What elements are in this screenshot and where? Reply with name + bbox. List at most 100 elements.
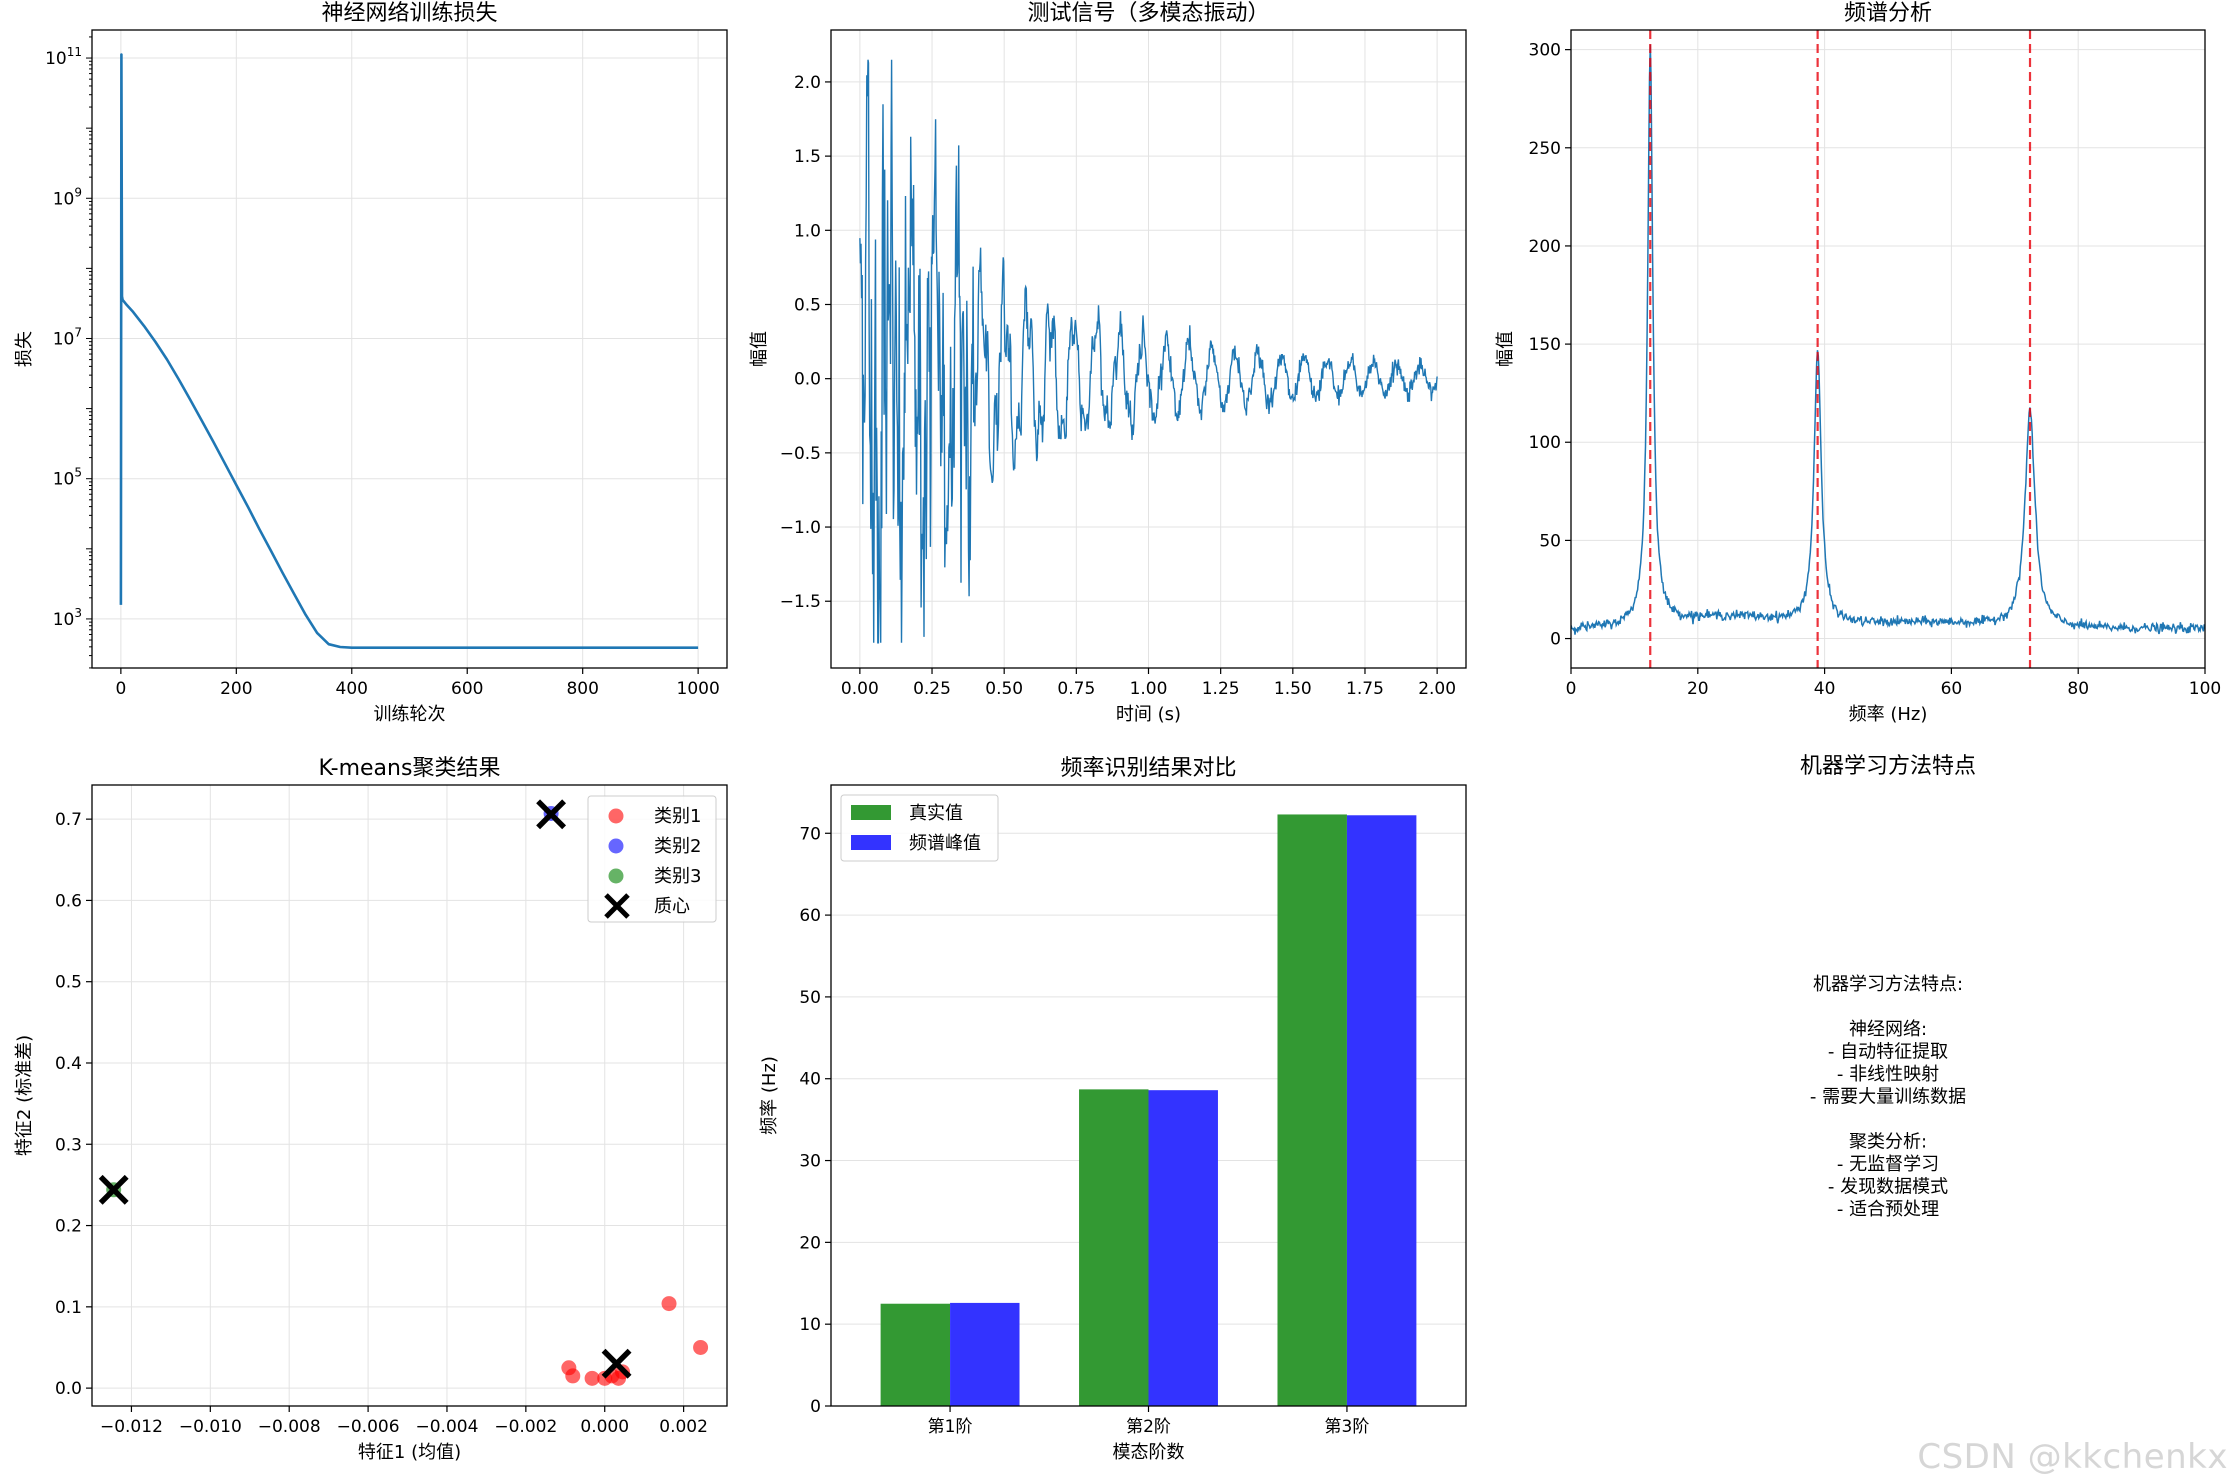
x-tick-label: 2.00 — [1418, 679, 1456, 699]
bar — [1277, 814, 1347, 1406]
y-tick-label: 0 — [1550, 630, 1561, 650]
x-axis-label: 时间 (s) — [1116, 704, 1181, 725]
notes-line: - 发现数据模式 — [1828, 1177, 1948, 1198]
chart-title: 频谱分析 — [1844, 1, 1932, 26]
y-tick-label: 0.3 — [55, 1135, 82, 1155]
x-axis-label: 特征1 (均值) — [358, 1442, 461, 1463]
notes-line: - 自动特征提取 — [1828, 1042, 1948, 1063]
y-tick-label: 1.0 — [794, 221, 821, 241]
y-tick-label: 109 — [53, 185, 82, 209]
centroid-stroke — [98, 1174, 129, 1205]
scatter-area — [98, 799, 709, 1386]
y-tick-label: 10 — [799, 1315, 821, 1335]
y-tick-label: 1011 — [45, 45, 82, 69]
y-tick-label: 0.0 — [794, 370, 821, 390]
legend-swatch — [851, 805, 891, 820]
bar — [1346, 815, 1417, 1406]
y-tick-label: 40 — [799, 1070, 821, 1090]
watermark: CSDN @kkchenkx — [1917, 1437, 2228, 1477]
chart-loss: 0 200 400 600 800 1000 103 105 107 109 1011 神经网络训练损… — [14, 1, 728, 725]
x-tick-label: 0.002 — [659, 1417, 708, 1437]
chart-title: 神经网络训练损失 — [321, 1, 497, 26]
y-tick-label: 107 — [53, 325, 82, 349]
y-tick-label: 70 — [799, 824, 821, 844]
x-tick-label: 600 — [451, 679, 483, 699]
y-tick-label: 100 — [1529, 433, 1561, 453]
x-axis-label: 频率 (Hz) — [1849, 704, 1928, 725]
x-tick-label: 0.000 — [580, 1417, 629, 1437]
x-tick-label: 200 — [220, 679, 252, 699]
y-tick-label: 20 — [799, 1233, 821, 1253]
bar — [1079, 1089, 1149, 1406]
axes-frame — [1570, 29, 2206, 669]
x-tick-label: 1.75 — [1346, 679, 1384, 699]
x-tick-label: −0.008 — [258, 1417, 321, 1437]
y-axis-label: 损失 — [14, 331, 35, 367]
legend-swatch — [608, 808, 624, 824]
spectrum-line — [1571, 44, 2205, 635]
x-tick-label: 1.25 — [1202, 679, 1240, 699]
x-tick-label: 40 — [1814, 679, 1836, 699]
legend-swatch — [851, 835, 891, 850]
x-tick-label: 100 — [2189, 679, 2221, 699]
x-tick-label: −0.002 — [494, 1417, 557, 1437]
x-axis-label: 模态阶数 — [1113, 1442, 1185, 1463]
x-tick-label: −0.006 — [337, 1417, 400, 1437]
y-tick-label: 200 — [1529, 237, 1561, 257]
bar — [880, 1303, 951, 1406]
legend-swatch — [608, 868, 624, 884]
y-tick-label: 60 — [799, 906, 821, 926]
y-tick-label: 250 — [1529, 139, 1561, 159]
y-tick-label: −1.0 — [780, 518, 821, 538]
x-tick-label: 400 — [336, 679, 368, 699]
y-axis-label: 特征2 (标准差) — [14, 1035, 35, 1156]
notes-line: - 需要大量训练数据 — [1810, 1087, 1966, 1108]
legend: 类别1 类别2 类别3 质心 — [587, 795, 717, 923]
legend-swatch — [604, 893, 630, 919]
signal-line — [859, 59, 1438, 644]
x-tick-label: 1.00 — [1130, 679, 1168, 699]
notes-line: - 适合预处理 — [1837, 1199, 1939, 1220]
y-tick-label: 0.5 — [55, 973, 82, 993]
x-tick-label: 20 — [1687, 679, 1709, 699]
y-tick-label: 0.2 — [55, 1217, 82, 1237]
x-tick-label: 0.75 — [1057, 679, 1095, 699]
legend-box — [587, 795, 717, 923]
x-tick-label: −0.004 — [416, 1417, 479, 1437]
x-tick-label: −0.012 — [100, 1417, 163, 1437]
legend-label: 质心 — [654, 896, 690, 917]
axes-frame — [91, 29, 728, 669]
notes-line: 机器学习方法特点: — [1813, 974, 1963, 995]
chart-title: K-means聚类结果 — [319, 756, 501, 781]
y-tick-label: 50 — [799, 988, 821, 1008]
centroid-stroke — [536, 799, 567, 830]
y-tick-label: 2.0 — [794, 73, 821, 93]
chart-kmeans: −0.012 −0.010 −0.008 −0.006 −0.004 −0.002 0.00… — [14, 756, 728, 1463]
y-tick-label: 0.6 — [55, 891, 82, 911]
notes-line: - 无监督学习 — [1837, 1154, 1939, 1175]
bar — [1148, 1090, 1218, 1406]
x-tick-label: 1000 — [677, 679, 720, 699]
axes-frame — [91, 784, 728, 1407]
x-tick-label: 第1阶 — [928, 1417, 973, 1437]
y-tick-label: 1.5 — [794, 147, 821, 167]
legend-label: 类别1 — [654, 806, 701, 827]
y-axis-label: 幅值 — [1495, 331, 1516, 367]
y-tick-label: 0.7 — [55, 810, 82, 830]
y-axis-label: 幅值 — [749, 331, 770, 367]
y-tick-label: 0.1 — [55, 1298, 82, 1318]
y-tick-label: 300 — [1529, 41, 1561, 61]
x-tick-label: 800 — [566, 679, 598, 699]
y-tick-label: 103 — [53, 606, 82, 630]
x-tick-label: 60 — [1941, 679, 1963, 699]
x-tick-label: 0 — [115, 679, 126, 699]
scatter-point — [584, 1370, 600, 1386]
y-tick-label: 0.0 — [55, 1379, 82, 1399]
x-tick-label: 1.50 — [1274, 679, 1312, 699]
notes-line: 神经网络: — [1849, 1019, 1927, 1040]
y-tick-label: −0.5 — [780, 444, 821, 464]
